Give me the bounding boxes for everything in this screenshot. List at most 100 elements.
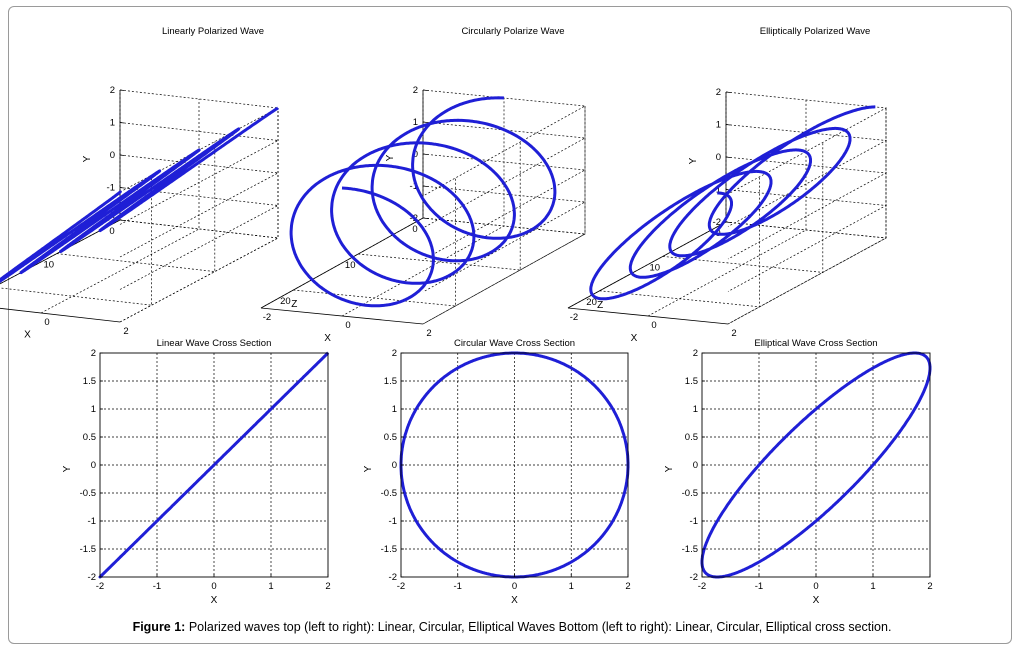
y-tick-label: -0.5 [381,488,397,499]
y-tick-label: 1 [392,404,397,415]
x-tick-label: 2 [123,326,128,337]
x-tick-label: 0 [813,581,818,592]
figure-caption: Figure 1: Polarized waves top (left to r… [0,620,1024,634]
grid-line [422,106,586,235]
y-tick-label: -1.5 [682,544,698,555]
grid-line [119,89,280,193]
x-axis-label: X [631,333,638,344]
y-tick-mark [725,221,731,223]
x-tick-label: 1 [268,581,273,592]
y-tick-label: 2 [91,348,96,359]
y-tick-label: -1 [389,516,397,527]
y-tick-label: -1 [88,516,96,527]
grid-3d [0,89,280,323]
y-tick-label: 1.5 [83,376,96,387]
y-tick-label: -1.5 [80,544,96,555]
y-axis-label: Y [363,465,374,472]
grid-line [119,187,280,290]
y-tick-label: -1 [410,181,418,192]
y-axis-label: Y [664,465,675,472]
x-tick-label: -1 [454,581,462,592]
x-axis-label: X [211,595,218,606]
y-tick-label: -1 [107,183,115,194]
x-tick-label: 2 [625,581,630,592]
z-tick-label: 10 [650,262,661,273]
x-tick-label: 0 [211,581,216,592]
y-tick-mark [119,187,125,189]
y-tick-label: 1 [693,404,698,415]
grid-line [293,178,456,307]
y-tick-label: -2 [690,572,698,583]
y-tick-label: 1 [91,404,96,415]
y-tick-label: -1 [690,516,698,527]
chart-title: Linear Wave Cross Section [157,338,272,349]
x-tick-label: -1 [153,581,161,592]
grid-line [260,90,424,309]
grid-line [0,175,152,306]
wave-curve [589,105,876,301]
grid-line [119,122,280,225]
y-tick-label: 0.5 [685,432,698,443]
grid-line [358,142,521,271]
y-axis-label: Y [82,155,93,162]
y-tick-mark [725,124,731,126]
y-tick-mark [725,156,731,158]
y-axis-label: Y [688,157,699,164]
z-tick-label: 0 [412,224,417,235]
y-tick-label: 0 [392,460,397,471]
x-tick-label: -2 [570,312,578,323]
grid-line [422,217,587,325]
x-tick-label: -2 [263,312,271,323]
x-axis-label: X [24,329,31,340]
chart-2d-1: -2 -1 0 1 2 -2 -1.5 -1 -0.5 0 0.5 1 1.5 2 Linear Wave … [62,338,331,606]
x-tick-label: 2 [731,328,736,339]
y-tick-label: -1 [713,185,721,196]
caption-text: Polarized waves top (left to right): Lin… [185,620,892,634]
y-tick-label: 0 [413,149,418,160]
x-axis-label: X [511,595,518,606]
y-tick-label: 0 [110,150,115,161]
x-axis-label: X [813,595,820,606]
grid-line [40,99,200,314]
chart-title: Linearly Polarized Wave [162,26,264,37]
x-tick-label: 0 [345,320,350,331]
y-tick-label: 2 [392,348,397,359]
chart-title: Elliptical Wave Cross Section [754,338,877,349]
z-axis-line [0,219,121,285]
y-tick-mark [119,219,125,221]
x-tick-label: -1 [755,581,763,592]
y-tick-label: 2 [110,85,115,96]
y-tick-label: 0.5 [384,432,397,443]
y-tick-label: 2 [413,85,418,96]
chart-title: Elliptically Polarized Wave [760,26,871,37]
y-tick-mark [725,91,731,93]
y-tick-mark [422,217,428,219]
x-tick-label: -2 [698,581,706,592]
grid-line [725,221,888,325]
y-tick-mark [422,185,428,187]
x-axis-line [260,307,424,325]
x-tick-label: 2 [927,581,932,592]
grid-line [56,141,216,272]
chart-2d-2: -2 -1 0 1 2 -2 -1.5 -1 -0.5 0 0.5 1 1.5 2 Circular Wav… [363,338,631,606]
x-tick-label: -2 [96,581,104,592]
y-tick-label: 0 [716,152,721,163]
wave-curve [0,106,280,284]
x-tick-label: 2 [426,328,431,339]
grid-2d [100,353,328,577]
grid-line [422,106,586,325]
grid-line [119,108,279,239]
y-tick-label: 2 [716,87,721,98]
y-tick-label: 0 [91,460,96,471]
y-tick-label: -2 [713,217,721,228]
y-tick-mark [422,153,428,155]
y-tick-mark [119,89,125,91]
chart-title: Circular Wave Cross Section [454,338,575,349]
y-tick-label: -2 [389,572,397,583]
y-tick-label: 1 [413,117,418,128]
x-tick-label: -2 [397,581,405,592]
z-tick-label: 20 [280,296,291,307]
y-axis-label: Y [385,154,396,161]
x-tick-label: 1 [870,581,875,592]
z-tick-label: 10 [44,260,55,271]
